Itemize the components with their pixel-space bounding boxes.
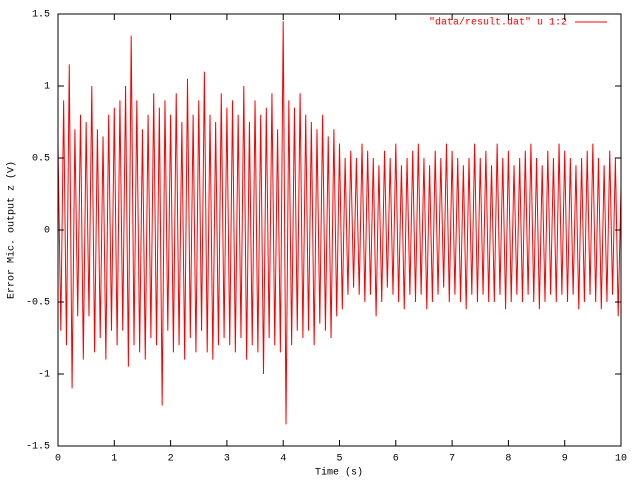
y-tick-label: 0.5 (32, 154, 50, 165)
legend-label: "data/result.dat" u 1:2 (429, 17, 567, 29)
y-tick-label: -1 (38, 370, 50, 381)
x-tick-label: 10 (615, 454, 627, 465)
y-tick-label: -1.5 (26, 442, 50, 453)
y-tick-label: 1.5 (32, 10, 50, 21)
x-tick-label: 7 (449, 454, 455, 465)
y-tick-label: 0 (44, 226, 50, 237)
x-tick-label: 6 (393, 454, 399, 465)
x-tick-label: 8 (505, 454, 511, 465)
x-tick-label: 4 (280, 454, 286, 465)
y-tick-label: -0.5 (26, 298, 50, 309)
x-tick-label: 0 (55, 454, 61, 465)
x-tick-label: 5 (336, 454, 342, 465)
x-tick-label: 1 (111, 454, 117, 465)
x-tick-label: 9 (562, 454, 568, 465)
data-line (57, 21, 622, 425)
x-axis-label: Time (s) (315, 467, 363, 479)
x-tick-label: 3 (224, 454, 230, 465)
plot-border (57, 13, 622, 447)
y-axis-label: Error Mic. output z (V) (6, 161, 18, 299)
y-tick-label: 1 (44, 82, 50, 93)
x-tick-label: 2 (168, 454, 174, 465)
